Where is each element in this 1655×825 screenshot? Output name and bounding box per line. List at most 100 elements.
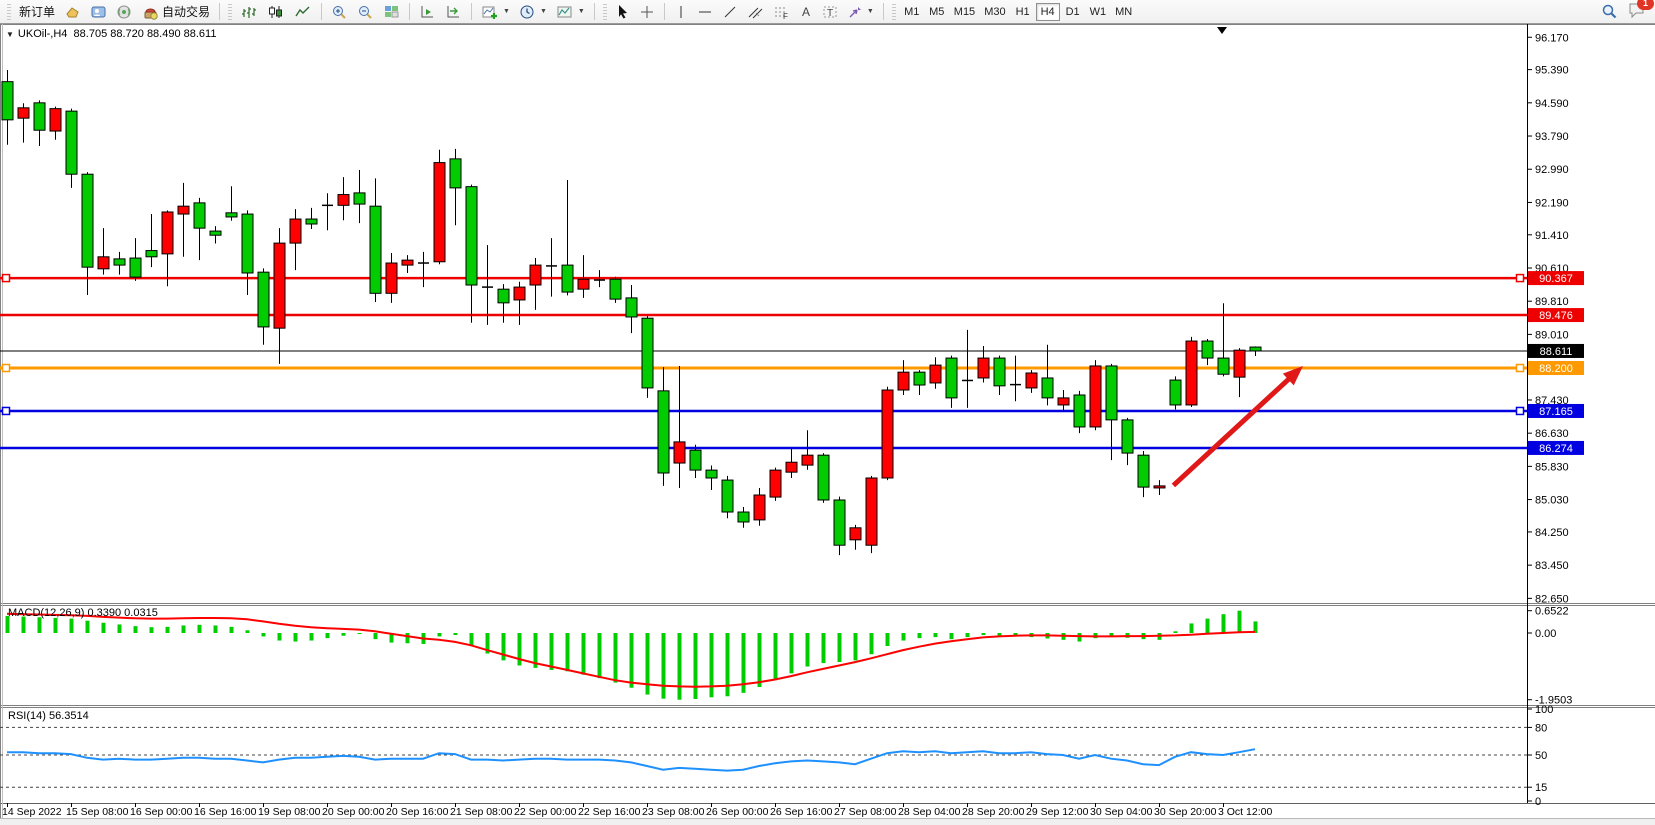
tf-button-M30[interactable]: M30: [980, 3, 1009, 21]
terminal-icon: [116, 4, 133, 20]
channel-icon: [747, 4, 764, 20]
hline-87165[interactable]: 87.165: [0, 403, 1584, 418]
zoom-in-button[interactable]: [327, 2, 352, 22]
auto-scroll-icon: [419, 4, 436, 20]
svg-text:15 Sep 08:00: 15 Sep 08:00: [66, 806, 129, 818]
svg-text:91.410: 91.410: [1535, 230, 1569, 242]
svg-text:86.630: 86.630: [1535, 428, 1569, 440]
fibonacci-tool-button[interactable]: F: [769, 2, 794, 22]
svg-text:92.190: 92.190: [1535, 197, 1569, 209]
candles: [1, 70, 1262, 556]
time-axis[interactable]: 14 Sep 2022 15 Sep 08:00 16 Sep 00:00 16 Se…: [2, 803, 1272, 818]
tf-button-M15[interactable]: M15: [950, 3, 979, 21]
macd-pane: 0.6522 0.00 -1.9503: [5, 606, 1572, 707]
svg-text:93.790: 93.790: [1535, 131, 1569, 143]
text-label-icon: T: [822, 4, 838, 20]
svg-text:30 Sep 20:00: 30 Sep 20:00: [1154, 806, 1217, 818]
toolbar-grip[interactable]: [7, 3, 11, 20]
hline-89476[interactable]: 89.476: [0, 308, 1584, 323]
trendline-tool-button[interactable]: [718, 2, 742, 22]
svg-text:20 Sep 16:00: 20 Sep 16:00: [386, 806, 449, 818]
svg-text:19 Sep 08:00: 19 Sep 08:00: [258, 806, 321, 818]
svg-text:83.450: 83.450: [1535, 560, 1569, 572]
line-chart-icon: [294, 4, 312, 20]
status-bar: [0, 818, 1655, 825]
svg-text:T: T: [827, 8, 833, 19]
periods-button[interactable]: ▼: [515, 2, 551, 22]
fibonacci-icon: F: [773, 4, 790, 20]
templates-button[interactable]: ▼: [552, 2, 589, 22]
svg-text:28 Sep 04:00: 28 Sep 04:00: [898, 806, 961, 818]
horizontal-line-icon: [697, 4, 713, 20]
tf-button-M5[interactable]: M5: [925, 3, 949, 21]
toolbar-grip[interactable]: [602, 3, 607, 20]
svg-text:95.390: 95.390: [1535, 65, 1569, 77]
tf-button-W1[interactable]: W1: [1086, 3, 1111, 21]
market-watch-icon: [64, 4, 81, 20]
hline-88611[interactable]: 88.611: [0, 343, 1584, 358]
tile-windows-icon: [383, 4, 400, 20]
chart-shift-button[interactable]: [441, 2, 466, 22]
svg-text:22 Sep 00:00: 22 Sep 00:00: [514, 806, 577, 818]
hline-90367[interactable]: 90.367: [0, 271, 1584, 286]
candlestick-icon: [267, 4, 285, 20]
bar-chart-mode-button[interactable]: [236, 2, 262, 22]
svg-text:94.590: 94.590: [1535, 98, 1569, 110]
svg-text:30 Sep 04:00: 30 Sep 04:00: [1090, 806, 1153, 818]
svg-text:0: 0: [1535, 796, 1541, 808]
line-chart-mode-button[interactable]: [290, 2, 316, 22]
svg-text:29 Sep 12:00: 29 Sep 12:00: [1026, 806, 1089, 818]
hline-88200[interactable]: 88.200: [0, 361, 1584, 376]
macd-label: MACD(12,26,9) 0.3390 0.0315: [8, 607, 158, 619]
channel-tool-button[interactable]: [743, 2, 768, 22]
svg-text:84.250: 84.250: [1535, 527, 1569, 539]
arrows-tool-button[interactable]: ▼: [843, 2, 878, 22]
tile-windows-button[interactable]: [379, 2, 404, 22]
indicators-icon: [481, 4, 499, 20]
tf-button-MN[interactable]: MN: [1111, 3, 1136, 21]
trend-arrow[interactable]: [1171, 365, 1303, 488]
auto-scroll-button[interactable]: [415, 2, 440, 22]
toolbar-grip[interactable]: [228, 3, 233, 20]
svg-text:89.476: 89.476: [1539, 310, 1573, 322]
text-tool-button[interactable]: A: [795, 2, 817, 22]
zoom-out-button[interactable]: [353, 2, 378, 22]
horizontal-line-tool-button[interactable]: [693, 2, 717, 22]
svg-text:89.810: 89.810: [1535, 296, 1569, 308]
cursor-tool-button[interactable]: [611, 2, 634, 22]
candlestick-mode-button[interactable]: [263, 2, 289, 22]
chart-shift-marker[interactable]: [1217, 27, 1227, 34]
chart-area[interactable]: 96.170 95.390 94.590 93.790 92.990 92.190 91.4…: [0, 24, 1655, 818]
vertical-line-tool-button[interactable]: [670, 2, 692, 22]
svg-text:92.990: 92.990: [1535, 164, 1569, 176]
terminal-button[interactable]: [112, 2, 137, 22]
new-order-button[interactable]: 新订单: [15, 2, 59, 22]
crosshair-tool-button[interactable]: [635, 2, 659, 22]
search-button[interactable]: [1596, 2, 1622, 22]
tf-button-M1[interactable]: M1: [900, 3, 924, 21]
rsi-pane: 100 80 50 15 0: [0, 704, 1553, 808]
price-axis[interactable]: 96.170 95.390 94.590 93.790 92.990 92.190 91.4…: [1527, 32, 1569, 605]
tf-button-D1[interactable]: D1: [1061, 3, 1085, 21]
svg-text:89.010: 89.010: [1535, 329, 1569, 341]
svg-text:86.274: 86.274: [1539, 443, 1573, 455]
svg-text:0.00: 0.00: [1535, 628, 1556, 640]
tf-button-H4[interactable]: H4: [1035, 2, 1060, 21]
navigator-button[interactable]: [86, 2, 111, 22]
tf-button-H1[interactable]: H1: [1011, 3, 1035, 21]
toolbar-grip[interactable]: [891, 3, 896, 20]
indicators-button[interactable]: ▼: [477, 2, 514, 22]
notifications-button[interactable]: 1: [1628, 0, 1654, 23]
one-click-expand-icon[interactable]: ▼: [6, 29, 14, 39]
hline-86274[interactable]: 86.274: [0, 440, 1584, 455]
auto-trading-button[interactable]: 自动交易: [138, 2, 214, 22]
svg-text:85.830: 85.830: [1535, 461, 1569, 473]
svg-text:82.650: 82.650: [1535, 593, 1569, 605]
chart-canvas[interactable]: 96.170 95.390 94.590 93.790 92.990 92.190 91.4…: [0, 24, 1655, 818]
market-watch-button[interactable]: [60, 2, 85, 22]
text-label-tool-button[interactable]: T: [818, 2, 842, 22]
svg-text:85.030: 85.030: [1535, 495, 1569, 507]
symbol-quote-label: ▼ UKOil-,H4 88.705 88.720 88.490 88.611: [6, 28, 217, 40]
svg-text:87.165: 87.165: [1539, 406, 1573, 418]
